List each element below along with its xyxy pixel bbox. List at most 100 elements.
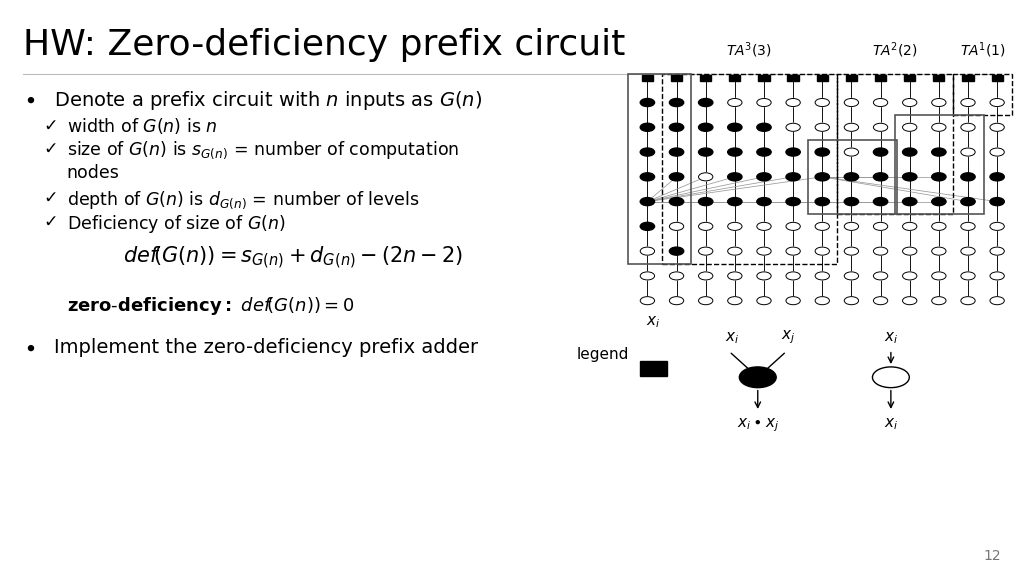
Text: ✓: ✓ bbox=[43, 213, 57, 231]
Circle shape bbox=[961, 297, 975, 305]
Circle shape bbox=[670, 173, 684, 181]
Bar bbox=[671, 75, 682, 81]
Bar bbox=[904, 75, 915, 81]
Circle shape bbox=[961, 173, 975, 181]
Circle shape bbox=[902, 173, 916, 181]
Circle shape bbox=[670, 222, 684, 230]
Circle shape bbox=[932, 148, 946, 156]
Circle shape bbox=[873, 173, 888, 181]
Circle shape bbox=[902, 222, 916, 230]
Circle shape bbox=[873, 198, 888, 206]
Bar bbox=[846, 75, 857, 81]
Circle shape bbox=[932, 123, 946, 131]
Circle shape bbox=[728, 247, 742, 255]
Circle shape bbox=[728, 148, 742, 156]
Circle shape bbox=[698, 272, 713, 280]
Circle shape bbox=[990, 198, 1005, 206]
Circle shape bbox=[815, 98, 829, 107]
Text: Implement the zero-deficiency prefix adder: Implement the zero-deficiency prefix add… bbox=[54, 338, 478, 357]
Circle shape bbox=[990, 98, 1005, 107]
Text: $x_i$: $x_i$ bbox=[884, 330, 898, 346]
Bar bbox=[817, 75, 827, 81]
Circle shape bbox=[961, 98, 975, 107]
Circle shape bbox=[757, 98, 771, 107]
Circle shape bbox=[961, 198, 975, 206]
Circle shape bbox=[932, 222, 946, 230]
Circle shape bbox=[990, 123, 1005, 131]
Text: depth of $G(n)$ is $d_{G(n)}$ = number of levels: depth of $G(n)$ is $d_{G(n)}$ = number o… bbox=[67, 189, 419, 211]
Circle shape bbox=[757, 272, 771, 280]
Circle shape bbox=[815, 297, 829, 305]
Circle shape bbox=[786, 198, 801, 206]
Bar bbox=[787, 75, 799, 81]
Circle shape bbox=[815, 272, 829, 280]
Bar bbox=[837, 74, 953, 214]
Circle shape bbox=[757, 222, 771, 230]
Circle shape bbox=[786, 123, 801, 131]
Circle shape bbox=[728, 123, 742, 131]
Text: $x_i$: $x_i$ bbox=[725, 330, 739, 346]
Circle shape bbox=[670, 198, 684, 206]
Circle shape bbox=[698, 198, 713, 206]
Bar bbox=[700, 75, 712, 81]
Bar bbox=[759, 75, 770, 81]
Text: $\bullet$: $\bullet$ bbox=[23, 338, 35, 358]
Circle shape bbox=[757, 173, 771, 181]
Text: Denote a prefix circuit with $n$ inputs as $G(n)$: Denote a prefix circuit with $n$ inputs … bbox=[54, 89, 482, 112]
Circle shape bbox=[670, 272, 684, 280]
Circle shape bbox=[873, 247, 888, 255]
Circle shape bbox=[902, 297, 916, 305]
Circle shape bbox=[698, 123, 713, 131]
Circle shape bbox=[670, 98, 684, 107]
Circle shape bbox=[698, 148, 713, 156]
Bar bbox=[953, 74, 1012, 115]
Circle shape bbox=[815, 148, 829, 156]
Circle shape bbox=[640, 222, 654, 230]
Circle shape bbox=[873, 222, 888, 230]
Circle shape bbox=[670, 148, 684, 156]
Circle shape bbox=[698, 98, 713, 107]
Circle shape bbox=[844, 148, 858, 156]
Circle shape bbox=[844, 98, 858, 107]
Text: $x_i \bullet x_j$: $x_i \bullet x_j$ bbox=[736, 416, 779, 434]
Circle shape bbox=[844, 173, 858, 181]
Circle shape bbox=[844, 222, 858, 230]
Text: width of $G(n)$ is $n$: width of $G(n)$ is $n$ bbox=[67, 116, 217, 137]
Circle shape bbox=[873, 148, 888, 156]
Text: $x_i$: $x_i$ bbox=[646, 314, 660, 330]
Circle shape bbox=[990, 272, 1005, 280]
Circle shape bbox=[990, 173, 1005, 181]
Circle shape bbox=[739, 367, 776, 388]
Circle shape bbox=[902, 198, 916, 206]
Circle shape bbox=[873, 98, 888, 107]
Circle shape bbox=[640, 148, 654, 156]
Circle shape bbox=[932, 272, 946, 280]
Circle shape bbox=[698, 297, 713, 305]
Circle shape bbox=[873, 272, 888, 280]
Circle shape bbox=[757, 198, 771, 206]
Text: ✓: ✓ bbox=[43, 116, 57, 134]
Circle shape bbox=[815, 247, 829, 255]
Circle shape bbox=[698, 222, 713, 230]
Bar bbox=[808, 140, 897, 214]
Circle shape bbox=[815, 198, 829, 206]
Circle shape bbox=[990, 148, 1005, 156]
Text: $def\!\left(G(n)\right) = s_{G(n)} + d_{G(n)} - (2n-2)$: $def\!\left(G(n)\right) = s_{G(n)} + d_{… bbox=[123, 245, 463, 271]
Bar bbox=[991, 75, 1002, 81]
Circle shape bbox=[844, 297, 858, 305]
Circle shape bbox=[844, 123, 858, 131]
Circle shape bbox=[640, 173, 654, 181]
Circle shape bbox=[757, 247, 771, 255]
Bar bbox=[628, 74, 691, 263]
Circle shape bbox=[728, 222, 742, 230]
Bar bbox=[642, 75, 653, 81]
Circle shape bbox=[873, 297, 888, 305]
Circle shape bbox=[640, 198, 654, 206]
Circle shape bbox=[640, 247, 654, 255]
Text: size of $G(n)$ is $s_{G(n)}$ = number of computation: size of $G(n)$ is $s_{G(n)}$ = number of… bbox=[67, 139, 459, 161]
Text: legend: legend bbox=[577, 347, 629, 362]
Circle shape bbox=[728, 297, 742, 305]
Text: $TA^3(3)$: $TA^3(3)$ bbox=[726, 40, 772, 59]
Text: 12: 12 bbox=[984, 550, 1001, 563]
Text: ✓: ✓ bbox=[43, 139, 57, 157]
